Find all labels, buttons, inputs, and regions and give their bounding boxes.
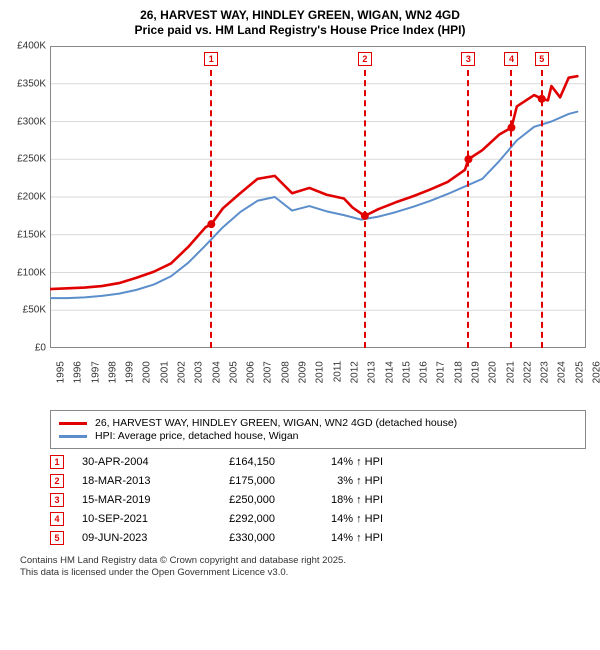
event-table: 1 30-APR-2004 £164,150 14% ↑ HPI 2 18-MAR-201… [50,455,586,545]
event-date: 30-APR-2004 [82,456,182,468]
x-tick-label: 2017 [436,361,447,383]
x-tick-label: 2009 [298,361,309,383]
event-pct: 14% ↑ HPI [293,532,383,544]
x-tick-label: 2010 [315,361,326,383]
x-tick-label: 2016 [419,361,430,383]
x-tick-label: 2003 [194,361,205,383]
event-number: 2 [50,474,64,488]
x-tick-label: 2006 [246,361,257,383]
x-tick-label: 2008 [280,361,291,383]
event-pct: 14% ↑ HPI [293,513,383,525]
x-tick-label: 2025 [574,361,585,383]
event-row: 4 10-SEP-2021 £292,000 14% ↑ HPI [50,512,586,526]
marker-line [510,70,512,348]
footer-note: Contains HM Land Registry data © Crown c… [20,555,586,580]
x-tick-label: 1995 [56,361,67,383]
x-tick-label: 2021 [505,361,516,383]
x-tick-label: 1996 [73,361,84,383]
marker-flag: 5 [535,52,549,66]
x-tick-label: 1997 [90,361,101,383]
title-line-1: 26, HARVEST WAY, HINDLEY GREEN, WIGAN, W… [10,8,590,23]
event-pct: 18% ↑ HPI [293,494,383,506]
y-tick-label: £200K [17,192,46,203]
x-tick-label: 1999 [125,361,136,383]
y-tick-label: £400K [17,41,46,52]
event-price: £164,150 [200,456,275,468]
event-number: 4 [50,512,64,526]
legend-label: HPI: Average price, detached house, Wiga… [95,430,299,442]
legend-item: 26, HARVEST WAY, HINDLEY GREEN, WIGAN, W… [59,417,577,429]
y-tick-label: £100K [17,267,46,278]
legend-swatch [59,435,87,438]
x-tick-label: 2020 [488,361,499,383]
x-tick-label: 2011 [332,361,343,383]
x-tick-label: 2018 [453,361,464,383]
event-pct: 14% ↑ HPI [293,456,383,468]
x-tick-label: 2001 [159,361,170,383]
y-tick-label: £250K [17,154,46,165]
footer-line-1: Contains HM Land Registry data © Crown c… [20,555,586,567]
y-axis: £0£50K£100K£150K£200K£250K£300K£350K£400… [10,46,50,348]
x-tick-label: 2022 [522,361,533,383]
event-date: 15-MAR-2019 [82,494,182,506]
x-tick-label: 2015 [401,361,412,383]
x-tick-label: 2023 [540,361,551,383]
legend-item: HPI: Average price, detached house, Wiga… [59,430,577,442]
event-row: 5 09-JUN-2023 £330,000 14% ↑ HPI [50,531,586,545]
event-price: £292,000 [200,513,275,525]
x-tick-label: 2012 [350,361,361,383]
x-tick-label: 2000 [142,361,153,383]
chart-area: £0 £50K £100K £150K £200K £250K £300K £350K £400… [10,42,590,404]
event-row: 3 15-MAR-2019 £250,000 18% ↑ HPI [50,493,586,507]
legend: 26, HARVEST WAY, HINDLEY GREEN, WIGAN, W… [50,410,586,449]
event-price: £175,000 [200,475,275,487]
title-line-2: Price paid vs. HM Land Registry's House … [10,23,590,38]
marker-line [541,70,543,348]
event-number: 1 [50,455,64,469]
x-tick-label: 2019 [471,361,482,383]
event-row: 1 30-APR-2004 £164,150 14% ↑ HPI [50,455,586,469]
y-tick-label: £350K [17,78,46,89]
event-price: £330,000 [200,532,275,544]
event-date: 10-SEP-2021 [82,513,182,525]
marker-flag: 3 [461,52,475,66]
event-pct: 3% ↑ HPI [293,475,383,487]
y-tick-label: £50K [23,305,46,316]
marker-line [210,70,212,348]
x-tick-label: 2013 [367,361,378,383]
event-date: 18-MAR-2013 [82,475,182,487]
y-tick-label: £150K [17,229,46,240]
chart-title: 26, HARVEST WAY, HINDLEY GREEN, WIGAN, W… [10,8,590,38]
marker-flag: 2 [358,52,372,66]
x-tick-label: 2004 [211,361,222,383]
x-tick-label: 2024 [557,361,568,383]
x-tick-label: 2007 [263,361,274,383]
x-tick-label: 2026 [592,361,600,383]
x-tick-label: 2005 [229,361,240,383]
x-axis: 1995 1996 1997 1998 1999 2000 2001 2002 2003 2004… [50,348,586,404]
x-tick-label: 2014 [384,361,395,383]
legend-swatch [59,422,87,425]
event-price: £250,000 [200,494,275,506]
marker-flag: 1 [204,52,218,66]
marker-flag: 4 [504,52,518,66]
plot-svg [50,46,586,348]
y-tick-label: £0 [35,343,46,354]
y-tick-label: £300K [17,116,46,127]
event-number: 5 [50,531,64,545]
event-row: 2 18-MAR-2013 £175,000 3% ↑ HPI [50,474,586,488]
x-tick-label: 1998 [107,361,118,383]
marker-line [364,70,366,348]
footer-line-2: This data is licensed under the Open Gov… [20,567,586,579]
marker-line [467,70,469,348]
x-tick-label: 2002 [177,361,188,383]
figure-root: 26, HARVEST WAY, HINDLEY GREEN, WIGAN, W… [0,0,600,650]
event-date: 09-JUN-2023 [82,532,182,544]
plot-wrap: 1 2 3 4 5 [50,46,586,348]
event-number: 3 [50,493,64,507]
legend-label: 26, HARVEST WAY, HINDLEY GREEN, WIGAN, W… [95,417,457,429]
